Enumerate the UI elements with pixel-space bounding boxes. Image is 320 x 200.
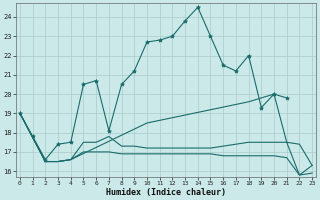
X-axis label: Humidex (Indice chaleur): Humidex (Indice chaleur) <box>106 188 226 197</box>
